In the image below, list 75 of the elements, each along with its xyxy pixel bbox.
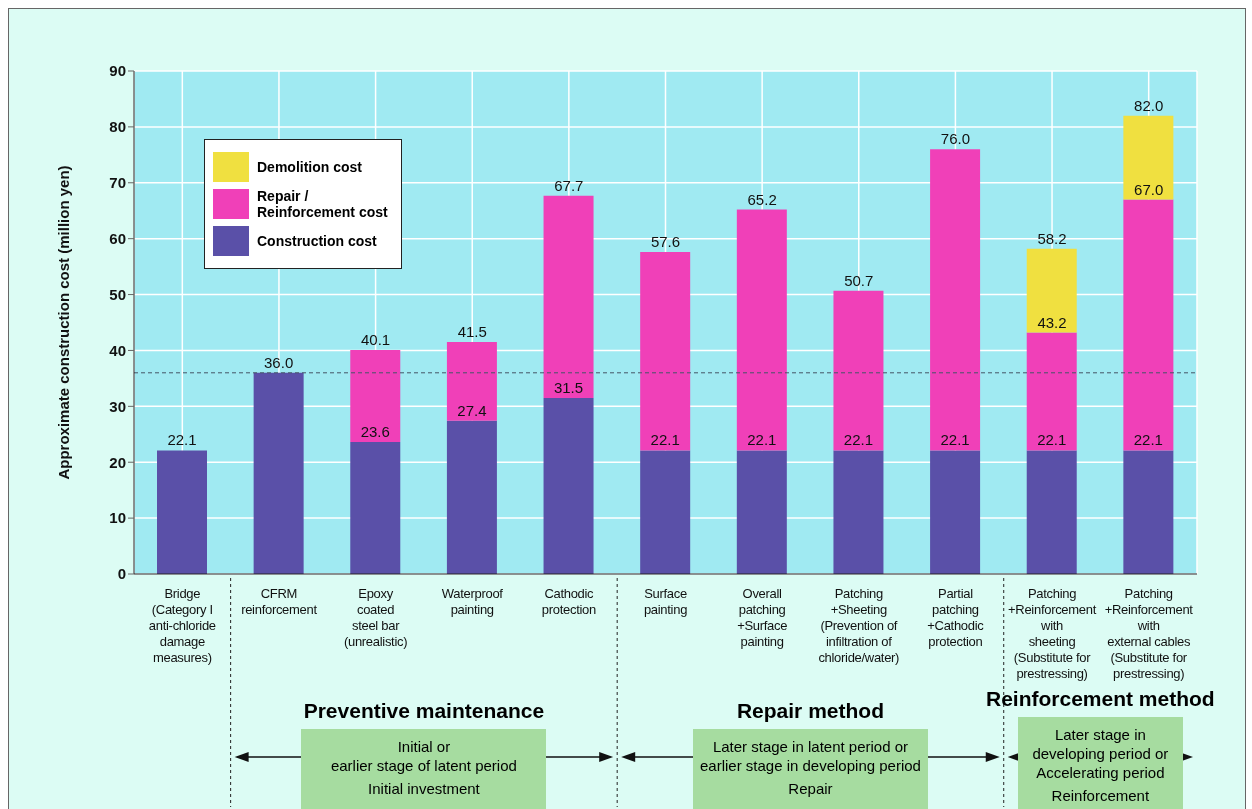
bar bbox=[1123, 450, 1174, 574]
y-tick-label: 20 bbox=[109, 453, 126, 471]
legend-label: Demolition cost bbox=[257, 159, 363, 175]
x-tick-label: Bridge (Category I anti-chloride damage measures) bbox=[148, 586, 216, 665]
bar bbox=[253, 372, 304, 574]
total-label: 65.2 bbox=[747, 190, 777, 208]
bar bbox=[640, 450, 691, 574]
total-label: 58.2 bbox=[1037, 229, 1067, 247]
bar bbox=[833, 450, 884, 574]
legend-label: Repair / Reinforcement cost bbox=[257, 188, 389, 220]
bar bbox=[446, 342, 497, 421]
y-tick-label: 70 bbox=[109, 174, 126, 192]
y-tick-label: 0 bbox=[117, 565, 126, 583]
label-box: Initial or earlier stage of latent period Initial investment bbox=[301, 729, 547, 809]
total-label: 67.7 bbox=[554, 176, 584, 194]
total-label: 57.6 bbox=[650, 233, 681, 251]
x-tick-label: CFRM reinforcement bbox=[241, 586, 318, 617]
bar bbox=[1026, 332, 1077, 451]
data-label: 22.1 bbox=[1133, 431, 1163, 449]
x-tick-label: Patching +Sheeting (Prevention of infiltration of chloride/water) bbox=[818, 586, 900, 665]
bar bbox=[736, 209, 787, 451]
bar bbox=[930, 149, 981, 451]
y-tick-label: 40 bbox=[109, 341, 126, 359]
x-tick-label: Patching +Reinforcement with sheeting (Substitute for prestressing) bbox=[1008, 586, 1097, 681]
x-tick-label: Epoxy coated steel bar (unrealistic) bbox=[343, 586, 408, 649]
bar bbox=[736, 450, 787, 574]
label-box: Later stage in developing period or Accelerating period Reinforcement bbox=[1017, 717, 1183, 809]
data-label: 22.1 bbox=[1037, 431, 1067, 449]
total-label: 41.5 bbox=[457, 323, 487, 341]
label-box: Later stage in latent period or earlier stage in developing period Repair bbox=[692, 729, 928, 809]
bar bbox=[1123, 199, 1174, 451]
legend-label: Construction cost bbox=[257, 233, 377, 249]
bar bbox=[1026, 248, 1077, 333]
x-tick-label: Overall patching +Surface painting bbox=[737, 586, 788, 649]
data-label: 22.1 bbox=[650, 431, 680, 449]
data-label: 22.1 bbox=[747, 431, 777, 449]
x-tick-label: Partial patching +Cathodic protection bbox=[927, 586, 985, 649]
y-tick-label: 30 bbox=[109, 397, 126, 415]
y-tick-label: 80 bbox=[109, 118, 126, 136]
data-label: 27.4 bbox=[457, 401, 487, 419]
bar bbox=[350, 442, 401, 574]
x-tick-label: Waterproof painting bbox=[441, 586, 504, 617]
x-tick-label: Cathodic protection bbox=[541, 586, 596, 617]
total-label: 76.0 bbox=[940, 130, 971, 148]
bar bbox=[157, 450, 207, 574]
bar bbox=[930, 450, 981, 574]
x-tick-label: Surface painting bbox=[643, 586, 688, 617]
data-label: 22.1 bbox=[940, 431, 970, 449]
annotation: 43.2 bbox=[1037, 313, 1067, 331]
total-label: 50.7 bbox=[844, 271, 874, 289]
data-label: 36.0 bbox=[264, 353, 294, 371]
total-label: 82.0 bbox=[1134, 96, 1164, 114]
text: Reinforcement method bbox=[985, 687, 1216, 711]
annotation: 67.0 bbox=[1134, 180, 1164, 198]
y-tick-label: 60 bbox=[109, 229, 126, 247]
data-label: 22.1 bbox=[167, 431, 197, 449]
x-tick-label: Patching +Reinforcement with external cables (Substitute for prestressing) bbox=[1104, 586, 1194, 681]
bar bbox=[350, 349, 401, 443]
y-axis-title: Approximate construction cost (million yen) bbox=[55, 165, 73, 480]
data-label: 31.5 bbox=[553, 378, 584, 396]
text: Repair method bbox=[735, 699, 885, 723]
y-tick-label: 90 bbox=[109, 62, 126, 80]
total-label: 40.1 bbox=[360, 330, 391, 348]
bar bbox=[543, 397, 594, 574]
bar bbox=[543, 195, 594, 398]
bar bbox=[640, 252, 691, 451]
bar bbox=[1123, 115, 1174, 200]
y-tick-label: 10 bbox=[109, 509, 126, 527]
bar bbox=[1026, 450, 1077, 574]
data-label: 22.1 bbox=[843, 431, 874, 449]
bar bbox=[446, 420, 497, 574]
data-label: 23.6 bbox=[360, 423, 390, 441]
bar bbox=[833, 290, 884, 451]
text: Preventive maintenance bbox=[302, 699, 546, 723]
y-tick-label: 50 bbox=[109, 285, 126, 303]
